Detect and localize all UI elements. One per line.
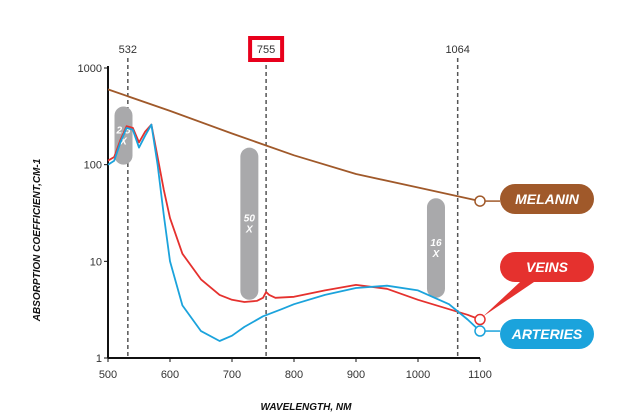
legend-badge-melanin [500, 184, 594, 214]
series-line-veins [107, 123, 481, 321]
reference-highlight-box [248, 36, 285, 62]
y-tick-label: 10 [90, 256, 102, 268]
x-tick-label: 600 [161, 369, 179, 381]
x-tick-label: 800 [285, 369, 303, 381]
series-line-melanin [107, 88, 481, 202]
y-tick-label: 1 [96, 353, 102, 365]
ratio-pill [240, 147, 259, 300]
ratio-pill-value: 50 [244, 214, 256, 225]
series-end-marker-veins [474, 313, 486, 326]
x-tick-label: 700 [223, 369, 241, 381]
series-line-arteries [107, 123, 481, 342]
ratio-pill-unit: X [245, 225, 254, 236]
x-axis-title: WAVELENGTH, NM [261, 402, 353, 413]
ratio-pill-value: 2.5 [116, 126, 131, 137]
y-axis-title: ABSORPTION COEFFICIENT,CM-1 [32, 158, 43, 322]
legend-badge-veins [500, 252, 594, 282]
series-end-marker-arteries [474, 325, 486, 337]
reference-label-755: 755 [257, 44, 275, 56]
legend-badge-arteries [500, 319, 594, 349]
badge-pointer-veins [483, 282, 534, 317]
series-end-marker-melanin [474, 195, 486, 207]
reference-label-532: 532 [119, 44, 137, 56]
legend-label-veins: VEINS [526, 259, 569, 275]
ratio-pill [426, 198, 445, 298]
x-tick-label: 1000 [406, 369, 430, 381]
legend-label-melanin: MELANIN [515, 191, 580, 207]
x-tick-label: 1100 [468, 369, 492, 381]
x-tick-label: 900 [347, 369, 365, 381]
x-tick-label: 500 [99, 369, 117, 381]
reference-label-1064: 1064 [445, 44, 469, 56]
y-tick-label: 1000 [78, 63, 102, 75]
legend-label-arteries: ARTERIES [511, 326, 583, 342]
ratio-pill-unit: X [432, 249, 441, 260]
y-tick-label: 100 [84, 160, 102, 172]
ratio-pill-unit: X [119, 137, 128, 148]
plot-area: 500 600 700 800 900 1000 1100 1 10 100 1000 532 755 1… [78, 36, 594, 381]
ratio-pill-value: 16 [430, 238, 442, 249]
